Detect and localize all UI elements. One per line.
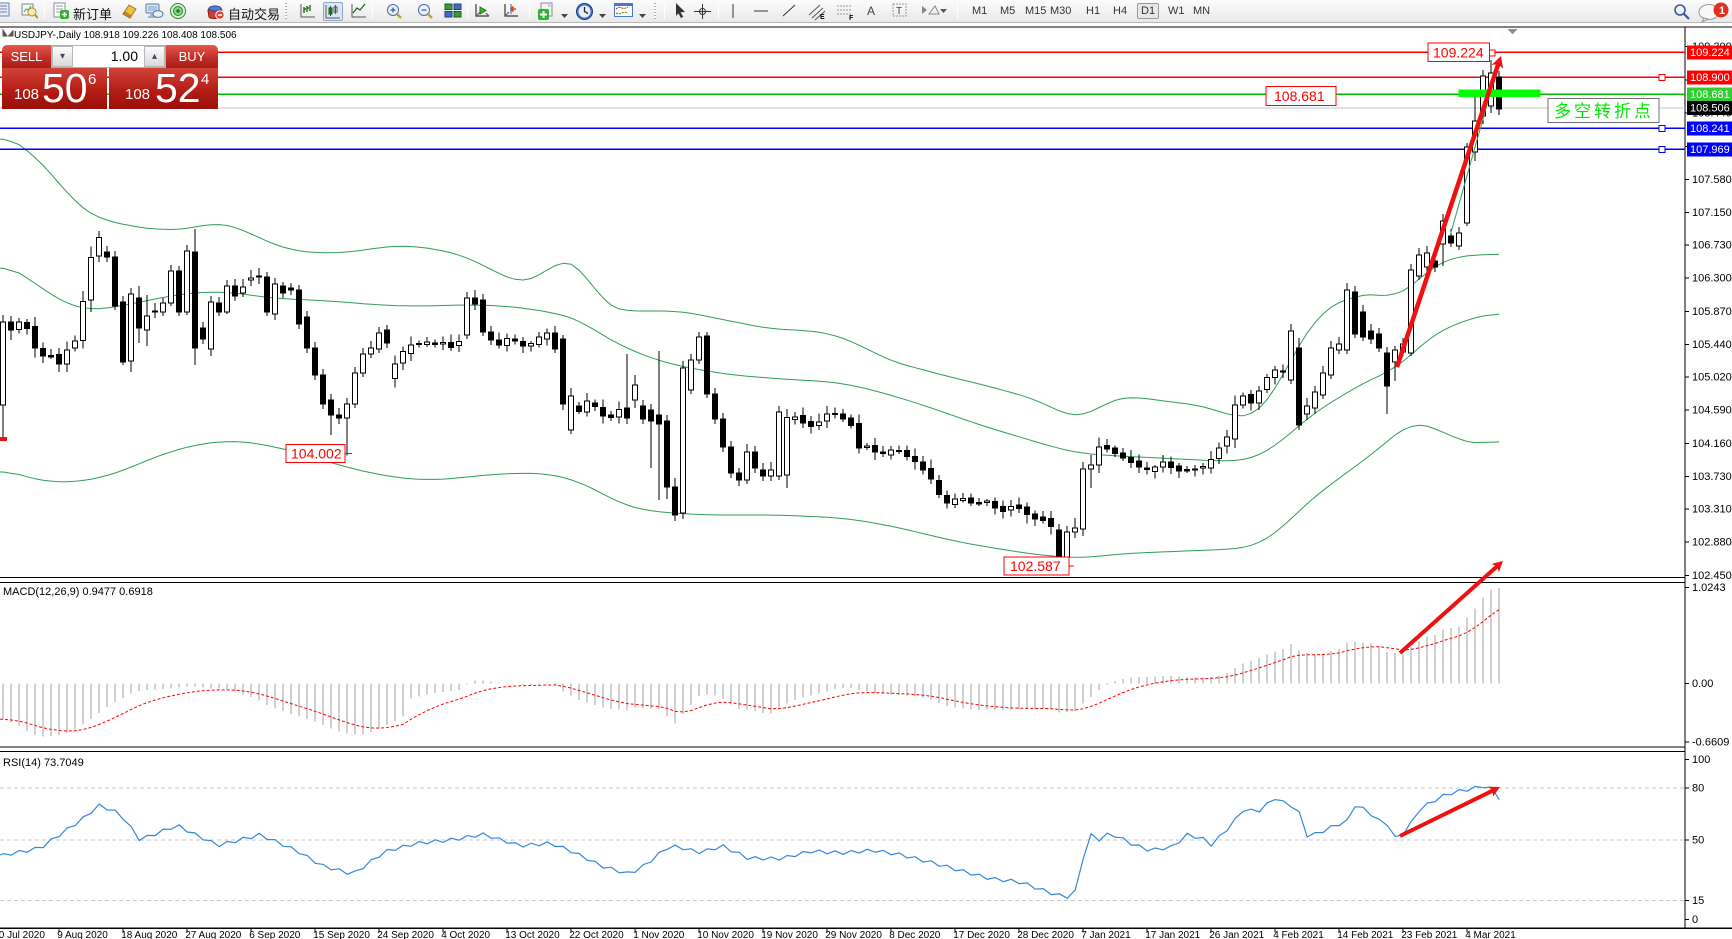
svg-text:104.160: 104.160	[1692, 438, 1732, 450]
svg-text:T: T	[896, 6, 902, 17]
svg-text:F: F	[849, 15, 854, 21]
svg-text:28 Dec 2020: 28 Dec 2020	[1017, 930, 1074, 939]
svg-text:MACD(12,26,9) 0.9477 0.6918: MACD(12,26,9) 0.9477 0.6918	[3, 586, 153, 598]
svg-text:108.681: 108.681	[1274, 88, 1325, 104]
svg-text:104.002: 104.002	[291, 446, 342, 462]
svg-text:80: 80	[1692, 783, 1704, 795]
svg-text:102.450: 102.450	[1692, 570, 1732, 582]
svg-text:7 Jan 2021: 7 Jan 2021	[1081, 930, 1131, 939]
svg-text:0: 0	[1692, 914, 1698, 926]
svg-text:109.224: 109.224	[1433, 45, 1484, 61]
svg-text:15 Sep 2020: 15 Sep 2020	[313, 930, 370, 939]
svg-text:17 Dec 2020: 17 Dec 2020	[953, 930, 1010, 939]
svg-text:102.587: 102.587	[1010, 558, 1061, 574]
svg-text:105.870: 105.870	[1692, 306, 1732, 318]
svg-text:107.150: 107.150	[1692, 207, 1732, 219]
svg-text:26 Jan 2021: 26 Jan 2021	[1209, 930, 1264, 939]
svg-text:27 Aug 2020: 27 Aug 2020	[185, 930, 242, 939]
svg-text:14 Feb 2021: 14 Feb 2021	[1337, 930, 1394, 939]
svg-text:4 Feb 2021: 4 Feb 2021	[1273, 930, 1324, 939]
svg-text:-0.6609: -0.6609	[1692, 737, 1729, 749]
svg-text:RSI(14) 73.7049: RSI(14) 73.7049	[3, 757, 84, 769]
svg-text:108.241: 108.241	[1690, 123, 1730, 135]
svg-text:107.969: 107.969	[1690, 144, 1730, 156]
svg-text:106.300: 106.300	[1692, 273, 1732, 285]
svg-text:108.900: 108.900	[1690, 72, 1730, 84]
svg-text:0.00: 0.00	[1692, 678, 1713, 690]
svg-text:17 Jan 2021: 17 Jan 2021	[1145, 930, 1200, 939]
svg-text:106.730: 106.730	[1692, 239, 1732, 251]
svg-text:1 Nov 2020: 1 Nov 2020	[633, 930, 685, 939]
svg-text:1: 1	[1719, 5, 1725, 17]
svg-text:108.506: 108.506	[1690, 103, 1730, 115]
svg-text:13 Oct 2020: 13 Oct 2020	[505, 930, 560, 939]
svg-text:19 Nov 2020: 19 Nov 2020	[761, 930, 818, 939]
svg-text:8 Dec 2020: 8 Dec 2020	[889, 930, 941, 939]
svg-text:22 Oct 2020: 22 Oct 2020	[569, 930, 624, 939]
svg-text:109.224: 109.224	[1690, 47, 1730, 59]
svg-text:30 Jul 2020: 30 Jul 2020	[0, 930, 45, 939]
svg-text:1.0243: 1.0243	[1692, 582, 1726, 594]
svg-text:6 Sep 2020: 6 Sep 2020	[249, 930, 301, 939]
svg-text:29 Nov 2020: 29 Nov 2020	[825, 930, 882, 939]
svg-text:102.880: 102.880	[1692, 537, 1732, 549]
svg-text:105.020: 105.020	[1692, 371, 1732, 383]
svg-text:4 Oct 2020: 4 Oct 2020	[441, 930, 490, 939]
svg-text:多空转折点: 多空转折点	[1554, 102, 1654, 121]
svg-text:E: E	[820, 14, 825, 21]
svg-text:23 Feb 2021: 23 Feb 2021	[1401, 930, 1458, 939]
svg-text:18 Aug 2020: 18 Aug 2020	[121, 930, 178, 939]
svg-text:9 Aug 2020: 9 Aug 2020	[57, 930, 108, 939]
svg-text:104.590: 104.590	[1692, 405, 1732, 417]
svg-text:108.681: 108.681	[1690, 89, 1730, 101]
svg-text:100: 100	[1692, 754, 1710, 766]
svg-text:24 Sep 2020: 24 Sep 2020	[377, 930, 434, 939]
svg-text:103.730: 103.730	[1692, 471, 1732, 483]
svg-text:105.440: 105.440	[1692, 339, 1732, 351]
svg-text:10 Nov 2020: 10 Nov 2020	[697, 930, 754, 939]
svg-text:15: 15	[1692, 895, 1704, 907]
svg-text:50: 50	[1692, 835, 1704, 847]
svg-text:103.310: 103.310	[1692, 503, 1732, 515]
svg-text:107.580: 107.580	[1692, 174, 1732, 186]
svg-text:A: A	[867, 4, 875, 18]
svg-text:USDJPY-,Daily 108.918 109.226: USDJPY-,Daily 108.918 109.226 108.408 10…	[14, 30, 237, 41]
svg-text:4 Mar 2021: 4 Mar 2021	[1465, 930, 1516, 939]
